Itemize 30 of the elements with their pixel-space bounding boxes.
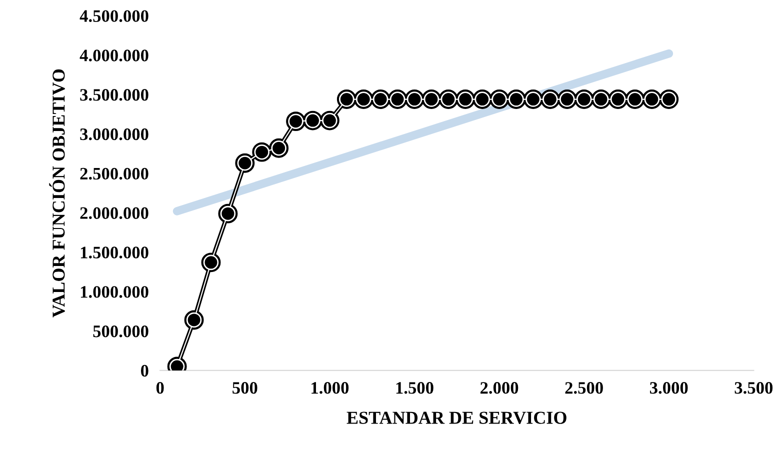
y-tick-label: 4.500.000: [80, 10, 148, 22]
y-tick-label: 500.000: [93, 325, 148, 338]
x-axis-title: ESTANDAR DE SERVICIO: [346, 412, 566, 424]
x-tick-label: 2.500: [565, 382, 603, 394]
point: [540, 90, 560, 109]
point: [320, 110, 340, 130]
x-tick-label: 3.500: [734, 382, 773, 394]
point: [286, 112, 306, 132]
y-tick-label: 0: [140, 364, 148, 377]
x-tick-label: 500: [232, 382, 258, 394]
y-tick-label: 2.500.000: [80, 168, 148, 180]
y-tick-label: 3.500.000: [80, 89, 148, 101]
x-tick-label: 1.500: [396, 382, 434, 394]
y-tick-label: 4.000.000: [80, 50, 148, 62]
point: [269, 138, 289, 158]
point: [456, 90, 476, 109]
x-tick-label: 2.000: [480, 382, 518, 394]
y-axis-title: VALOR FUNCIÓN OBJETIVO: [49, 69, 65, 318]
x-tick-label: 3.000: [650, 382, 688, 394]
y-tick-label: 1.500.000: [80, 246, 148, 258]
point: [252, 142, 272, 162]
x-tick-label: 0: [156, 382, 164, 394]
y-tick-label: 1.000.000: [80, 286, 148, 298]
point: [490, 90, 510, 109]
point: [523, 90, 543, 109]
y-tick-label: 2.000.000: [80, 207, 148, 220]
y-tick-label: 3.000.000: [80, 128, 148, 140]
point: [472, 90, 492, 109]
point: [336, 90, 356, 109]
x-tick-label: 1.000: [312, 382, 349, 394]
